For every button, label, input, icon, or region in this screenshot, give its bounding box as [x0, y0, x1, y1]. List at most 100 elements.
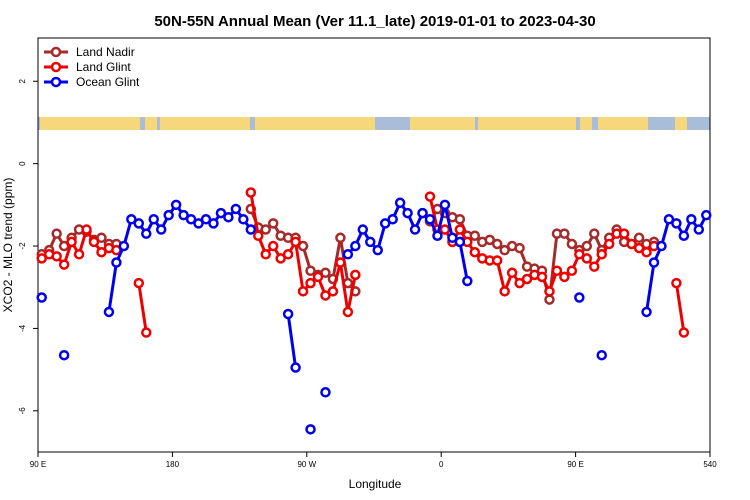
data-point — [469, 246, 481, 258]
data-point — [185, 214, 197, 225]
data-point — [454, 236, 466, 248]
y-tick-label: -4 — [18, 324, 27, 332]
land-patch — [580, 117, 592, 130]
data-point — [320, 267, 331, 279]
chart-title: 50N-55N Annual Mean (Ver 11.1_late) 2019… — [154, 13, 595, 30]
data-point — [394, 197, 406, 209]
land-patch — [255, 117, 375, 130]
data-point — [409, 224, 421, 235]
data-point — [499, 286, 510, 297]
data-point — [245, 224, 257, 235]
data-point — [193, 218, 204, 229]
y-tick-label: 2 — [18, 78, 27, 83]
data-point — [148, 214, 159, 225]
data-point — [58, 349, 70, 361]
data-point — [133, 218, 145, 229]
legend-label: Ocean Glint — [76, 75, 140, 89]
data-point — [521, 273, 533, 285]
data-point — [701, 209, 712, 221]
data-point — [282, 249, 294, 260]
data-point — [88, 236, 100, 248]
data-point — [499, 244, 510, 256]
data-point — [320, 387, 331, 398]
data-point — [267, 240, 279, 252]
data-point — [633, 242, 645, 254]
data-point — [118, 240, 130, 252]
land-patch — [40, 117, 140, 130]
data-point — [656, 240, 667, 252]
data-point — [103, 306, 115, 318]
data-point — [260, 249, 271, 260]
land-patch — [675, 117, 687, 130]
data-point — [290, 362, 301, 373]
data-point — [648, 257, 660, 268]
data-point — [574, 292, 585, 303]
data-point — [73, 249, 85, 260]
data-point — [432, 230, 443, 241]
legend-label: Land Nadir — [76, 45, 135, 59]
data-point — [484, 234, 495, 246]
series — [36, 187, 690, 338]
data-point — [491, 255, 503, 266]
data-point — [36, 292, 47, 303]
data-point — [51, 228, 62, 239]
data-point — [454, 224, 466, 235]
data-point — [96, 232, 107, 244]
data-point — [305, 424, 316, 435]
legend-label: Land Glint — [76, 60, 131, 74]
x-tick-label: 90 E — [567, 460, 583, 469]
data-point — [566, 238, 578, 250]
data-point — [536, 271, 548, 283]
data-point — [267, 218, 279, 229]
data-point — [312, 271, 324, 283]
data-point — [126, 214, 137, 225]
data-point — [215, 207, 227, 219]
data-point — [663, 214, 675, 225]
land-patch — [410, 117, 475, 130]
data-point — [596, 249, 607, 260]
data-point — [424, 214, 436, 225]
data-point — [581, 253, 593, 264]
x-tick-label: 540 — [703, 460, 717, 469]
data-point — [686, 214, 697, 225]
data-point — [297, 240, 309, 252]
data-point — [350, 240, 361, 252]
series — [36, 197, 712, 435]
series-line — [107, 199, 708, 368]
data-point — [544, 286, 555, 297]
data-point — [641, 306, 652, 318]
data-point — [208, 218, 219, 229]
land-strip — [38, 117, 710, 130]
data-point — [566, 265, 578, 276]
x-tick-label: 180 — [166, 460, 180, 469]
x-tick-label: 0 — [439, 460, 444, 469]
y-tick-label: -6 — [18, 407, 27, 415]
data-point — [275, 253, 286, 264]
data-point — [335, 232, 346, 244]
data-point — [506, 267, 518, 279]
data-point — [223, 211, 234, 223]
data-point — [439, 224, 451, 235]
data-point — [141, 327, 152, 338]
legend-marker — [50, 61, 62, 73]
data-point — [402, 207, 413, 219]
y-axis-label: XCO2 - MLO trend (ppm) — [1, 178, 15, 313]
data-point — [603, 238, 615, 250]
x-tick-label: 90 W — [297, 460, 316, 469]
data-point — [260, 224, 271, 235]
data-point — [379, 218, 391, 229]
data-point — [439, 199, 451, 211]
data-point — [372, 244, 383, 256]
data-point — [581, 240, 593, 252]
data-point — [589, 228, 600, 239]
land-patch — [478, 117, 576, 130]
data-point — [350, 269, 361, 281]
data-point — [200, 214, 212, 225]
data-point — [290, 236, 301, 248]
data-point — [514, 277, 525, 289]
data-point — [559, 271, 570, 283]
data-point — [178, 209, 189, 221]
data-point — [36, 253, 47, 264]
